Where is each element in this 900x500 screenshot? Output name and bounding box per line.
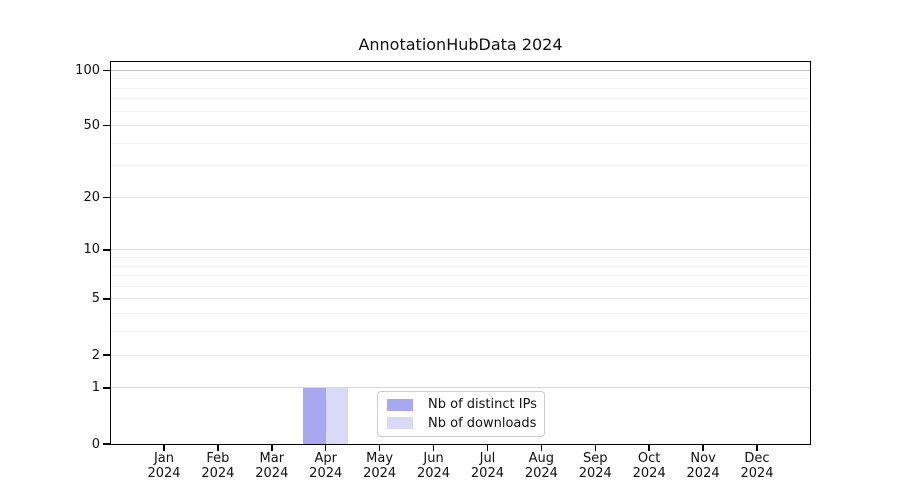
x-tick-year: 2024: [686, 466, 720, 481]
y-gridline-minor: [111, 313, 810, 315]
y-gridline-major: [111, 249, 810, 251]
x-tick-month: Feb: [206, 451, 230, 466]
y-gridline-minor: [111, 87, 810, 89]
x-tick-month: Jul: [479, 451, 496, 466]
y-gridline-minor: [111, 275, 810, 277]
x-tick-year: 2024: [201, 466, 235, 481]
y-tick-mark: [102, 387, 110, 389]
legend: Nb of distinct IPs Nb of downloads: [377, 391, 545, 437]
x-axis-tick-label: Apr 2024: [298, 451, 354, 481]
x-tick-month: Jun: [423, 451, 444, 466]
y-gridline-minor: [111, 165, 810, 167]
x-tick-year: 2024: [309, 466, 343, 481]
x-axis-tick-label: Jul 2024: [459, 451, 515, 481]
x-tick-mark: [756, 444, 758, 451]
x-axis-tick-label: Feb 2024: [190, 451, 246, 481]
x-tick-mark: [325, 444, 327, 451]
y-axis-tick-label: 20: [83, 190, 100, 206]
y-gridline-major: [111, 298, 810, 300]
y-gridline-major: [111, 354, 810, 356]
x-axis-tick-label: Oct 2024: [621, 451, 677, 481]
x-tick-year: 2024: [255, 466, 289, 481]
y-gridline-major: [111, 125, 810, 127]
y-tick-mark: [102, 124, 110, 127]
y-gridline-major: [111, 69, 810, 71]
x-tick-mark: [594, 444, 596, 451]
x-tick-month: May: [366, 451, 394, 466]
legend-label: Nb of downloads: [428, 415, 537, 431]
x-tick-month: Apr: [314, 451, 337, 466]
x-tick-year: 2024: [416, 466, 451, 481]
y-axis-tick-label: 50: [83, 118, 100, 134]
x-tick-month: Jan: [153, 451, 175, 466]
x-tick-year: 2024: [524, 466, 558, 481]
legend-swatch-downloads: [387, 417, 413, 430]
y-axis-tick-label: 1: [91, 380, 100, 396]
y-axis-tick-label: 2: [91, 347, 100, 363]
y-gridline-minor: [111, 142, 810, 144]
y-gridline-minor: [111, 98, 810, 100]
y-gridline-minor: [111, 110, 810, 112]
x-axis-tick-label: Jan 2024: [136, 451, 192, 481]
x-tick-year: 2024: [363, 466, 397, 481]
x-tick-year: 2024: [632, 466, 666, 481]
legend-item-downloads: Nb of downloads: [387, 415, 537, 431]
legend-swatch-distinct-ips: [387, 398, 413, 411]
x-tick-month: Sep: [583, 451, 608, 466]
chart-title: AnnotationHubData 2024: [358, 35, 563, 54]
y-gridline-major: [111, 197, 810, 199]
plot-area: [102, 61, 811, 451]
y-gridline-minor: [111, 285, 810, 287]
x-tick-year: 2024: [147, 466, 181, 481]
bar-distinct-ips: [303, 387, 326, 444]
x-tick-month: Mar: [259, 451, 285, 466]
x-axis-tick-label: May 2024: [352, 451, 408, 481]
legend-label: Nb of distinct IPs: [428, 397, 537, 413]
x-tick-year: 2024: [578, 466, 612, 481]
y-tick-mark: [102, 354, 110, 356]
x-tick-mark: [271, 444, 273, 451]
x-tick-mark: [217, 444, 219, 451]
y-gridline-major: [111, 387, 810, 389]
y-gridline-minor: [111, 265, 810, 267]
x-tick-month: Oct: [637, 451, 661, 466]
x-axis-tick-label: Nov 2024: [675, 451, 731, 481]
y-gridline-minor: [111, 78, 810, 80]
x-axis-tick-label: Jun 2024: [406, 451, 462, 481]
y-tick-mark: [102, 443, 110, 445]
x-axis-tick-label: Mar 2024: [244, 451, 300, 481]
x-axis-tick-label: Dec 2024: [729, 451, 785, 481]
x-tick-month: Dec: [744, 451, 770, 466]
x-tick-year: 2024: [740, 466, 774, 481]
x-axis-tick-label: Aug 2024: [513, 451, 569, 481]
x-tick-month: Aug: [528, 451, 555, 466]
y-tick-mark: [102, 196, 110, 199]
x-tick-mark: [540, 444, 543, 451]
bar-downloads: [325, 387, 349, 444]
y-axis-tick-label: 0: [91, 436, 100, 452]
x-tick-month: Nov: [690, 451, 716, 466]
y-gridline-minor: [111, 257, 810, 259]
y-tick-mark: [102, 69, 110, 72]
x-tick-year: 2024: [470, 466, 504, 481]
y-gridline-minor: [111, 331, 810, 333]
x-tick-mark: [378, 444, 381, 451]
y-tick-mark: [102, 249, 110, 251]
legend-item-distinct-ips: Nb of distinct IPs: [387, 397, 537, 413]
y-axis-tick-label: 5: [91, 291, 100, 307]
x-tick-mark: [648, 444, 650, 451]
x-tick-mark: [702, 444, 704, 451]
x-tick-mark: [486, 444, 489, 451]
y-tick-mark: [102, 298, 110, 300]
x-tick-mark: [432, 444, 435, 451]
y-axis-tick-label: 10: [83, 242, 100, 258]
x-tick-mark: [163, 444, 165, 451]
y-axis-tick-label: 100: [75, 62, 100, 78]
x-axis-tick-label: Sep 2024: [567, 451, 623, 481]
